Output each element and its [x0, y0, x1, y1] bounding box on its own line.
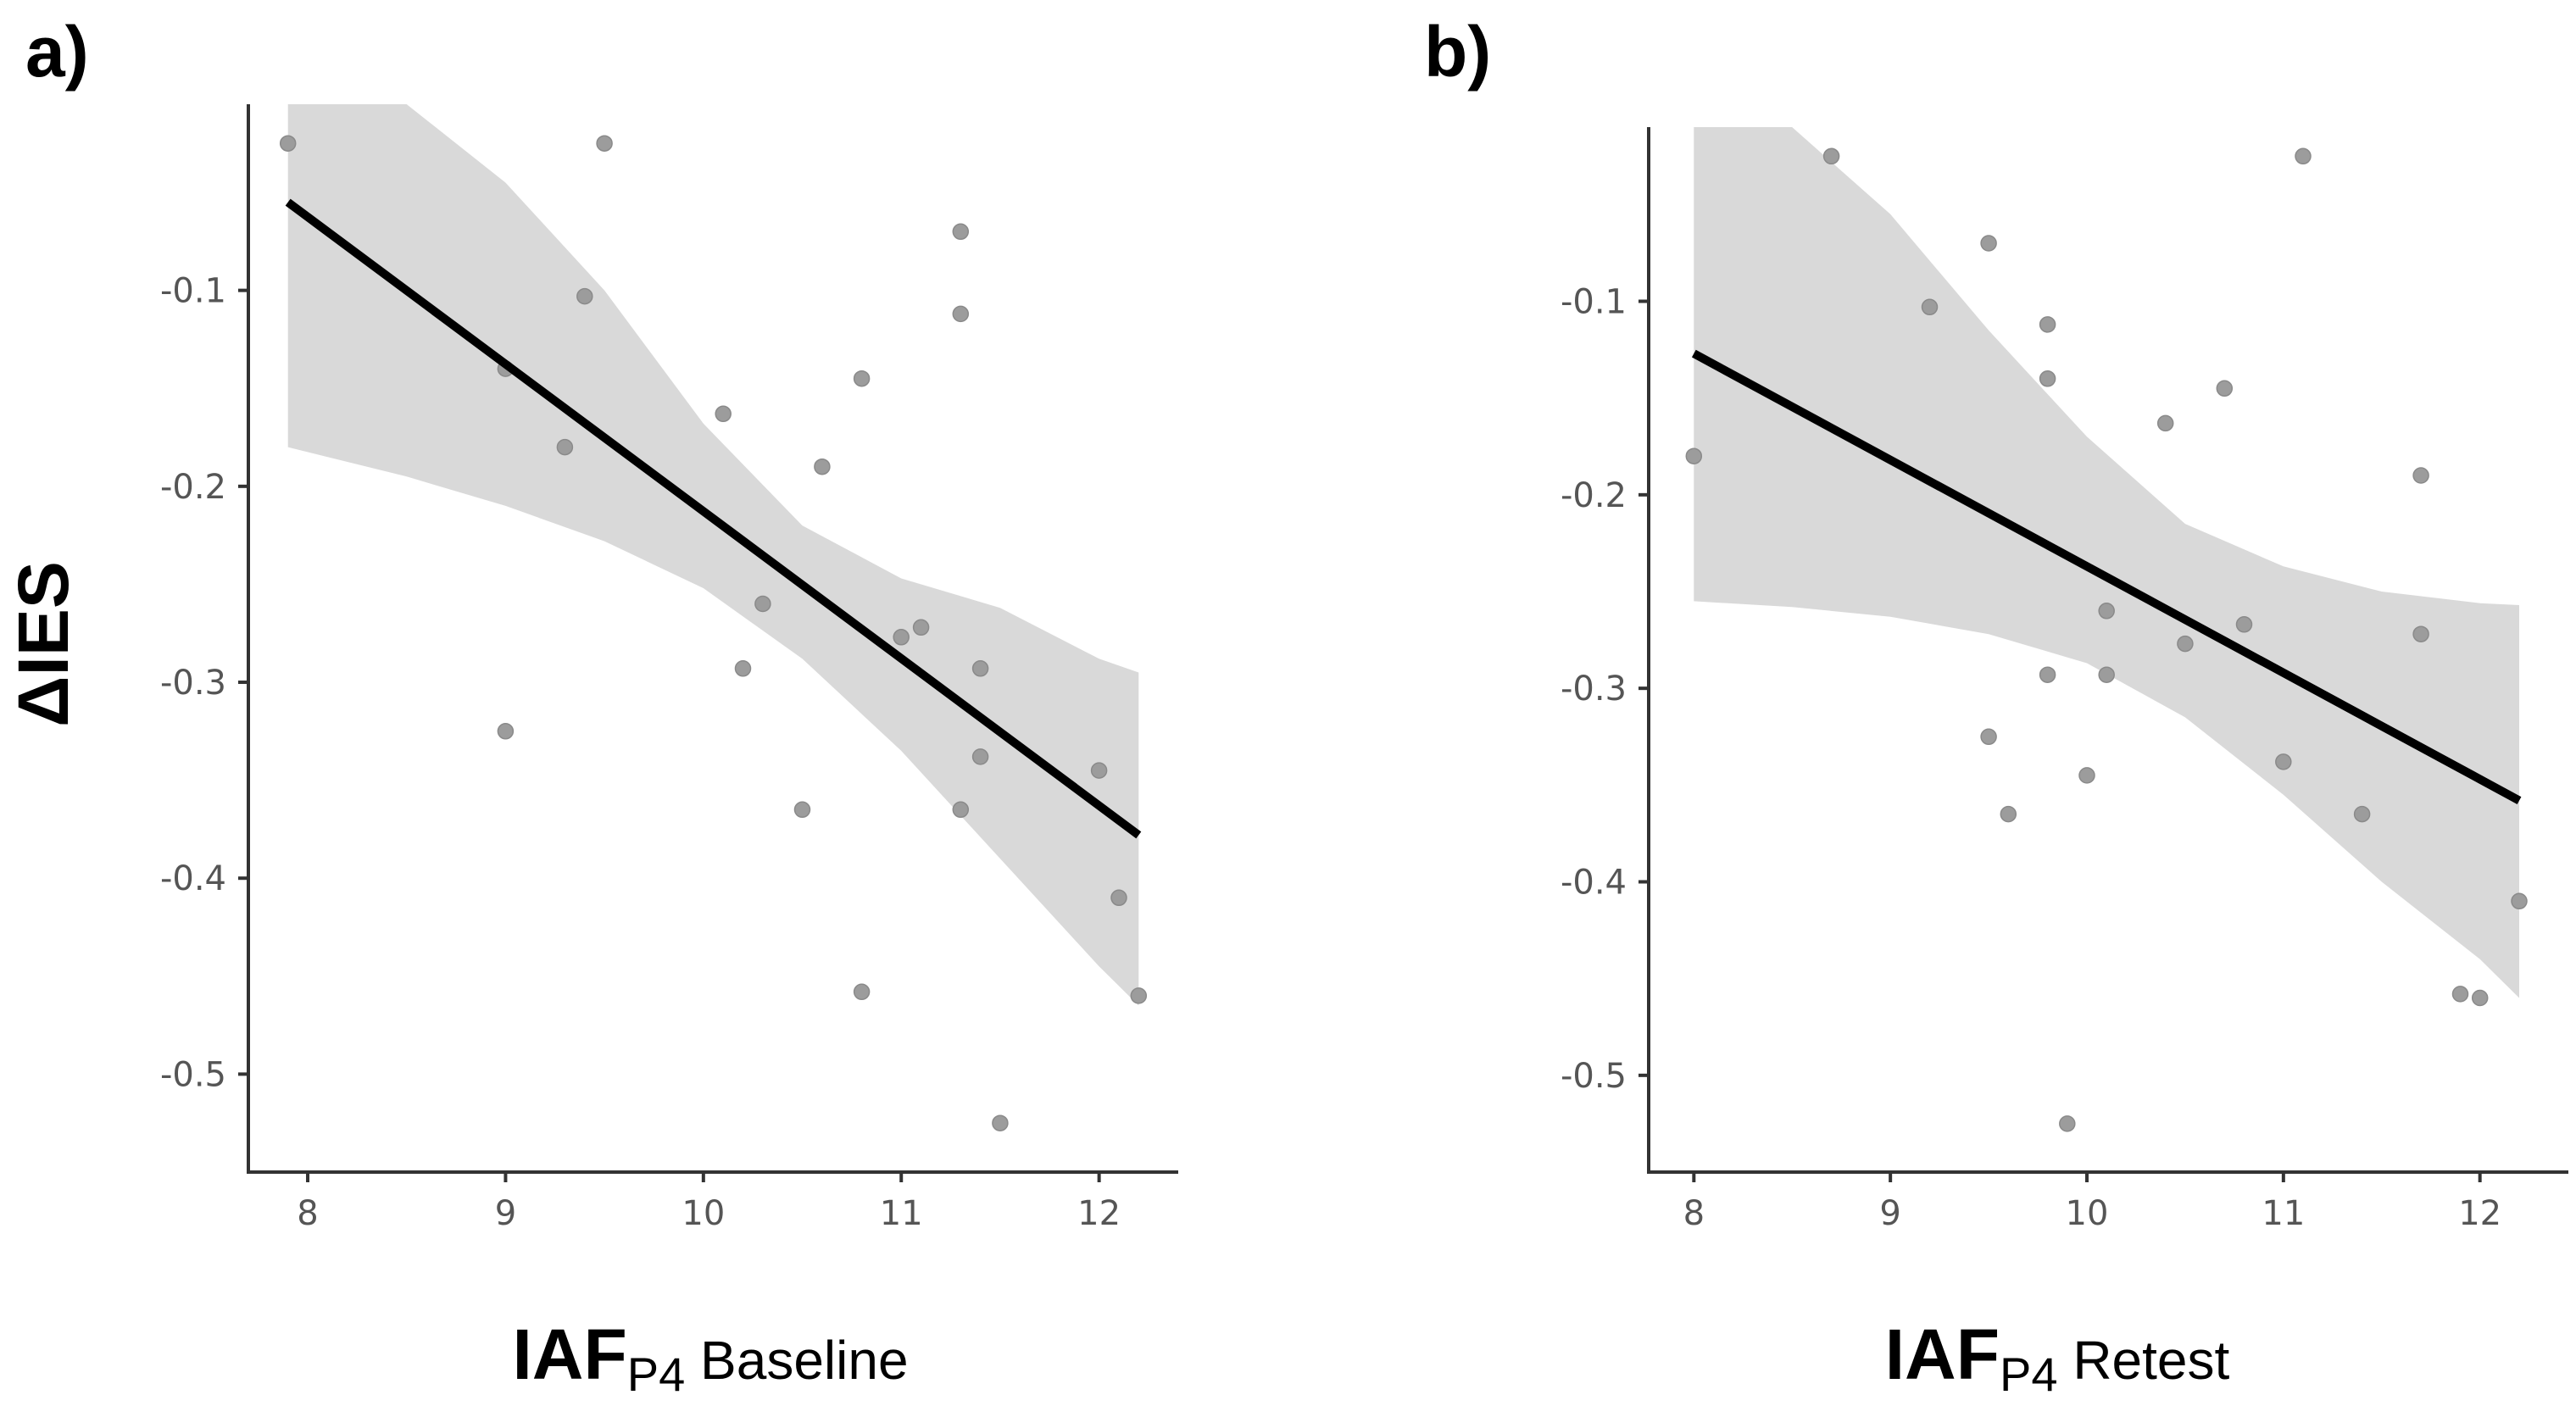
x-axis-label-b-main: IAF — [1885, 1314, 2000, 1394]
data-point-b-19 — [2353, 805, 2371, 823]
data-point-b-10 — [2078, 767, 2095, 784]
data-point-a-12 — [853, 983, 871, 1001]
x-tick-label-b-1: 9 — [1879, 1194, 1900, 1233]
y-tick-label-a-0: -0.1 — [160, 272, 226, 311]
data-point-b-9 — [2059, 1115, 2076, 1132]
y-tick-label-b-1: -0.2 — [1561, 476, 1627, 515]
data-point-b-11 — [2098, 603, 2115, 620]
data-point-b-14 — [2177, 635, 2194, 653]
x-tick-label-b-3: 11 — [2262, 1194, 2305, 1233]
data-point-a-0 — [279, 135, 297, 152]
y-tick-label-b-0: -0.1 — [1561, 283, 1627, 322]
x-axis-label-b-subscript: P4 — [2000, 1348, 2058, 1401]
x-axis-label-a-subscript: P4 — [627, 1348, 686, 1401]
data-point-a-2 — [497, 723, 515, 740]
x-axis-label-b-rest: Retest — [2058, 1330, 2230, 1391]
data-point-b-23 — [2471, 989, 2489, 1007]
data-point-b-0 — [1685, 447, 1703, 464]
data-point-a-16 — [952, 305, 970, 323]
data-point-a-23 — [1130, 987, 1148, 1004]
data-point-a-7 — [734, 660, 752, 677]
y-tick-label-b-2: -0.3 — [1561, 670, 1627, 709]
data-point-b-2 — [1921, 298, 1939, 316]
panel-a-baseline: a) -0.1 -0.2 -0.3 -0.4 -0.5 8 9 10 11 12 IAFP4 Ba… — [25, 12, 1178, 1401]
x-tick-label-a-1: 9 — [495, 1194, 516, 1233]
data-point-a-18 — [971, 660, 989, 677]
data-point-a-10 — [814, 458, 831, 475]
regression-line-a — [285, 198, 1142, 839]
x-axis-label-a: IAFP4 Baseline — [512, 1314, 908, 1401]
data-point-a-14 — [912, 619, 930, 636]
data-point-a-5 — [596, 135, 613, 152]
data-point-a-17 — [952, 801, 970, 819]
data-point-a-9 — [793, 801, 811, 819]
y-tick-label-a-2: -0.3 — [160, 664, 226, 703]
data-point-a-21 — [1090, 762, 1108, 779]
data-point-b-18 — [2295, 147, 2312, 165]
y-axis-label: ΔIES — [3, 561, 83, 727]
panel-label-b: b) — [1424, 12, 1491, 92]
x-axis-label-a-rest: Baseline — [685, 1330, 908, 1391]
data-point-b-3 — [1980, 235, 1997, 252]
y-tick-label-b-3: -0.4 — [1561, 864, 1627, 903]
x-tick-label-b-0: 8 — [1683, 1194, 1705, 1233]
data-point-b-24 — [2511, 892, 2528, 910]
data-point-b-21 — [2412, 625, 2429, 642]
data-point-a-8 — [754, 595, 771, 613]
data-point-a-19 — [971, 748, 989, 765]
data-point-b-22 — [2451, 986, 2469, 1003]
x-tick-label-a-4: 12 — [1077, 1194, 1121, 1233]
data-point-b-4 — [1980, 728, 1997, 746]
data-point-a-4 — [576, 287, 593, 305]
data-point-b-1 — [1822, 147, 1840, 165]
y-tick-label-b-4: -0.5 — [1561, 1057, 1627, 1096]
data-point-b-7 — [2039, 370, 2056, 387]
data-point-a-6 — [715, 405, 732, 423]
y-tick-label-a-4: -0.5 — [160, 1055, 226, 1094]
confidence-band-a — [287, 104, 1139, 1006]
data-point-a-15 — [952, 223, 970, 241]
y-tick-label-a-1: -0.2 — [160, 468, 226, 507]
data-point-b-6 — [2039, 316, 2056, 333]
y-tick-label-a-3: -0.4 — [160, 859, 226, 898]
x-tick-label-a-0: 8 — [297, 1194, 318, 1233]
data-point-a-13 — [893, 629, 910, 646]
data-point-a-3 — [556, 438, 574, 456]
data-point-b-13 — [2156, 414, 2174, 432]
data-point-a-22 — [1110, 889, 1127, 907]
regression-line-b — [1691, 349, 2522, 804]
data-point-b-12 — [2098, 666, 2115, 683]
data-point-a-11 — [853, 370, 871, 387]
x-axis-label-b: IAFP4 Retest — [1885, 1314, 2230, 1401]
x-tick-label-a-2: 10 — [682, 1194, 725, 1233]
x-tick-label-b-4: 12 — [2458, 1194, 2501, 1233]
x-tick-label-b-2: 10 — [2066, 1194, 2109, 1233]
data-point-b-20 — [2412, 467, 2429, 484]
data-point-b-15 — [2216, 380, 2234, 397]
data-point-a-20 — [992, 1114, 1009, 1131]
x-tick-label-a-3: 11 — [880, 1194, 923, 1233]
data-point-b-5 — [2000, 805, 2017, 823]
x-axis-label-a-main: IAF — [512, 1314, 626, 1394]
panel-b-retest: b) -0.1 -0.2 -0.3 -0.4 -0.5 8 9 10 11 12 IAFP4 Re… — [1424, 12, 2568, 1401]
data-point-b-16 — [2235, 616, 2253, 633]
data-point-b-17 — [2275, 753, 2292, 770]
confidence-band-b — [1694, 127, 2519, 998]
panel-label-a: a) — [25, 12, 89, 92]
data-point-b-8 — [2039, 666, 2056, 683]
